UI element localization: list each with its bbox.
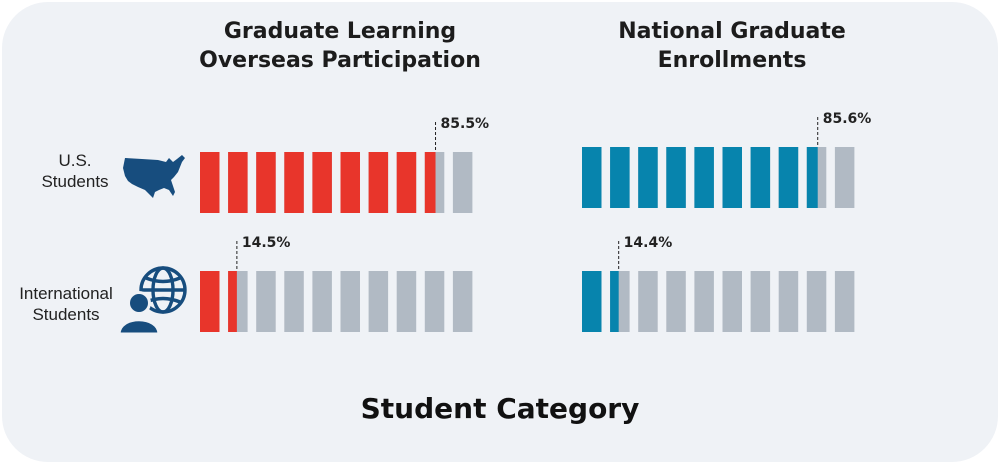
row-label-us-students: U.S. Students (41, 151, 109, 191)
bar-segment-filled (582, 147, 602, 208)
bar-segment-empty (396, 271, 417, 332)
bar-segment-filled (722, 147, 742, 208)
bar-segment-filled (228, 152, 248, 213)
value-label: 85.5% (441, 116, 490, 132)
bar-segment-filled (256, 152, 276, 213)
usa-map-icon (123, 155, 185, 198)
globe-people-icon (118, 266, 187, 336)
bar-segment-empty (256, 271, 276, 332)
value-label: 14.4% (624, 235, 673, 251)
bar-segment-empty (340, 271, 360, 332)
bar-segment-filled (312, 152, 332, 213)
bar-segment-filled (610, 271, 619, 332)
bar-segment-filled (284, 152, 304, 213)
bar-segment-filled (694, 147, 714, 208)
bar-segment-empty (312, 271, 332, 332)
value-label: 85.6% (823, 111, 872, 127)
bar-segment-empty (666, 271, 686, 332)
bar-segment-filled (396, 152, 417, 213)
bar-segment-filled (368, 152, 389, 213)
bar-segment-filled (200, 271, 220, 332)
bar-segment-empty (778, 271, 799, 332)
bar-segment-filled (424, 152, 436, 213)
panel-title-national-graduate-enrollments: National Graduate Enrollments (618, 19, 846, 73)
bar-segment-filled (610, 147, 630, 208)
bar-segment-empty (750, 271, 771, 332)
bar-segment-filled (666, 147, 686, 208)
bar-segment-filled (806, 147, 818, 208)
bar-segment-filled (228, 271, 237, 332)
bar-segment-filled (750, 147, 771, 208)
bar-segment-filled (778, 147, 799, 208)
bar-segment-empty (452, 271, 473, 332)
bar-segment-empty (368, 271, 389, 332)
row-label-international-students: International Students (19, 284, 113, 324)
bar-segment-empty (452, 152, 473, 213)
bar-segment-empty (284, 271, 304, 332)
bar-segment-filled (582, 271, 602, 332)
value-label: 14.5% (242, 235, 291, 251)
bar-segment-filled (340, 152, 360, 213)
panel-title-graduate-learning-overseas: Graduate Learning Overseas Participation (199, 19, 481, 73)
bar-segment-filled (200, 152, 220, 213)
bar-segment-empty (694, 271, 714, 332)
bar-segment-filled (638, 147, 658, 208)
x-axis-title: Student Category (360, 392, 640, 425)
bar-segment-empty (424, 271, 445, 332)
bar-segment-empty (638, 271, 658, 332)
bar-segment-empty (834, 147, 855, 208)
bar-segment-empty (722, 271, 742, 332)
bar-segment-empty (806, 271, 827, 332)
bar-segment-empty (834, 271, 855, 332)
